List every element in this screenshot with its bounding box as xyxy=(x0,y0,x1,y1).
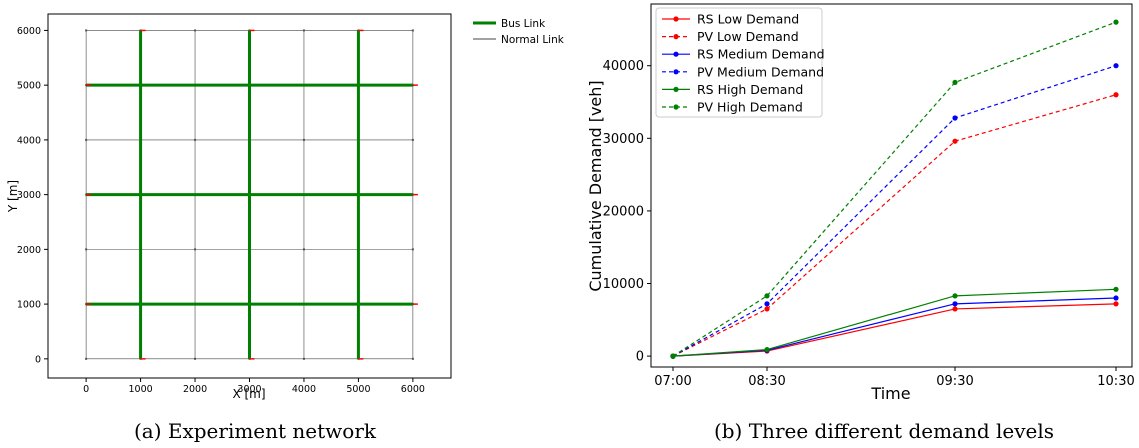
x-tick-label: 09:30 xyxy=(936,374,973,389)
x-tick-label: 5000 xyxy=(346,384,370,395)
demand-legend: RS Low Demand PV Low Demand RS Medium Dema… xyxy=(655,7,825,118)
demand-legend-box xyxy=(655,7,823,118)
legend-label: RS Medium Demand xyxy=(697,47,825,62)
series-point xyxy=(1113,63,1119,69)
x-tick-label: 10:30 xyxy=(1097,374,1134,389)
demand-y-axis-label: Cumulative Demand [veh] xyxy=(586,80,605,291)
y-tick-label: 10000 xyxy=(603,277,644,292)
caption-a: (a) Experiment network xyxy=(134,419,377,443)
x-tick-label: 0 xyxy=(83,384,89,395)
y-tick-label: 20000 xyxy=(603,204,644,219)
legend-label: RS Low Demand xyxy=(697,12,799,27)
network-node xyxy=(85,138,88,141)
caption-b: (b) Three different demand levels xyxy=(714,419,1054,443)
demand-x-ticks: 07:00 08:30 09:30 10:30 xyxy=(654,367,1135,389)
series-point xyxy=(764,301,770,307)
series-point xyxy=(1113,286,1119,292)
series-point xyxy=(1113,295,1119,301)
terminal-markers xyxy=(86,29,418,360)
y-tick-label: 4000 xyxy=(17,135,41,146)
network-node xyxy=(85,357,88,360)
network-node xyxy=(411,248,414,251)
x-tick-label: 1000 xyxy=(128,384,152,395)
legend-label: PV High Demand xyxy=(697,100,803,115)
y-tick-label: 0 xyxy=(35,354,41,365)
x-tick-label: 3000 xyxy=(237,384,261,395)
legend-label: RS High Demand xyxy=(697,82,803,97)
legend-label: PV Low Demand xyxy=(697,29,799,44)
legend-normal-link-label: Normal Link xyxy=(501,34,565,46)
demand-x-axis-label: Time xyxy=(870,384,910,403)
network-node xyxy=(411,357,414,360)
network-node xyxy=(194,357,197,360)
series-point xyxy=(952,306,958,312)
network-panel: 0 1000 2000 3000 4000 5000 6000 0 1000 2000 3000 4… xyxy=(6,13,565,401)
series-line xyxy=(672,65,1117,357)
network-node xyxy=(194,29,197,32)
x-tick-label: 2000 xyxy=(183,384,207,395)
network-node xyxy=(302,29,305,32)
x-tick-label: 6000 xyxy=(401,384,425,395)
series-point xyxy=(764,306,770,312)
network-y-axis-label: Y [m] xyxy=(6,180,20,213)
y-tick-label: 1000 xyxy=(17,300,41,311)
y-tick-label: 2000 xyxy=(17,245,41,256)
network-legend: Bus Link Normal Link xyxy=(473,18,565,46)
x-tick-label: 4000 xyxy=(292,384,316,395)
series-point xyxy=(952,138,958,144)
legend-bus-link-label: Bus Link xyxy=(501,18,546,30)
series-point xyxy=(1113,92,1119,98)
legend-marker xyxy=(673,51,679,57)
y-tick-label: 5000 xyxy=(17,81,41,92)
y-tick-label: 3000 xyxy=(17,190,41,201)
legend-marker xyxy=(673,16,679,22)
y-tick-label: 0 xyxy=(636,350,644,365)
network-y-ticks: 0 1000 2000 3000 4000 5000 6000 xyxy=(17,26,48,365)
network-x-axis-label: X [m] xyxy=(232,387,265,401)
demand-y-ticks: 0 10000 20000 30000 40000 xyxy=(603,59,651,365)
y-tick-label: 6000 xyxy=(17,26,41,37)
network-node xyxy=(194,248,197,251)
series-point xyxy=(1113,19,1119,25)
series-point xyxy=(764,346,770,353)
series-point xyxy=(764,293,770,299)
series-point xyxy=(952,301,958,307)
network-node xyxy=(85,248,88,251)
network-node xyxy=(411,138,414,141)
legend-marker xyxy=(673,34,679,40)
network-node xyxy=(302,138,305,141)
network-node xyxy=(85,29,88,32)
series-point xyxy=(952,79,958,86)
series-point xyxy=(1113,301,1119,307)
legend-label: PV Medium Demand xyxy=(697,64,824,79)
series-point xyxy=(952,293,958,299)
series-line xyxy=(672,94,1117,357)
network-node xyxy=(302,357,305,360)
network-node xyxy=(411,29,414,32)
network-node xyxy=(302,248,305,251)
legend-marker xyxy=(673,69,679,75)
series-line xyxy=(672,21,1117,357)
y-tick-label: 30000 xyxy=(603,132,644,147)
x-tick-label: 08:30 xyxy=(748,374,785,389)
bus-links xyxy=(86,30,413,359)
y-tick-label: 40000 xyxy=(603,59,644,74)
demand-panel: 07:00 08:30 09:30 10:30 0 10000 20000 30000 400… xyxy=(586,3,1135,403)
series-line xyxy=(672,288,1117,357)
legend-marker xyxy=(673,104,679,110)
demand-series xyxy=(670,19,1119,359)
legend-marker xyxy=(673,86,679,92)
series-point xyxy=(670,353,676,359)
series-point xyxy=(952,115,958,121)
x-tick-label: 07:00 xyxy=(654,374,691,389)
network-x-ticks: 0 1000 2000 3000 4000 5000 6000 xyxy=(83,378,425,395)
network-node xyxy=(194,138,197,141)
